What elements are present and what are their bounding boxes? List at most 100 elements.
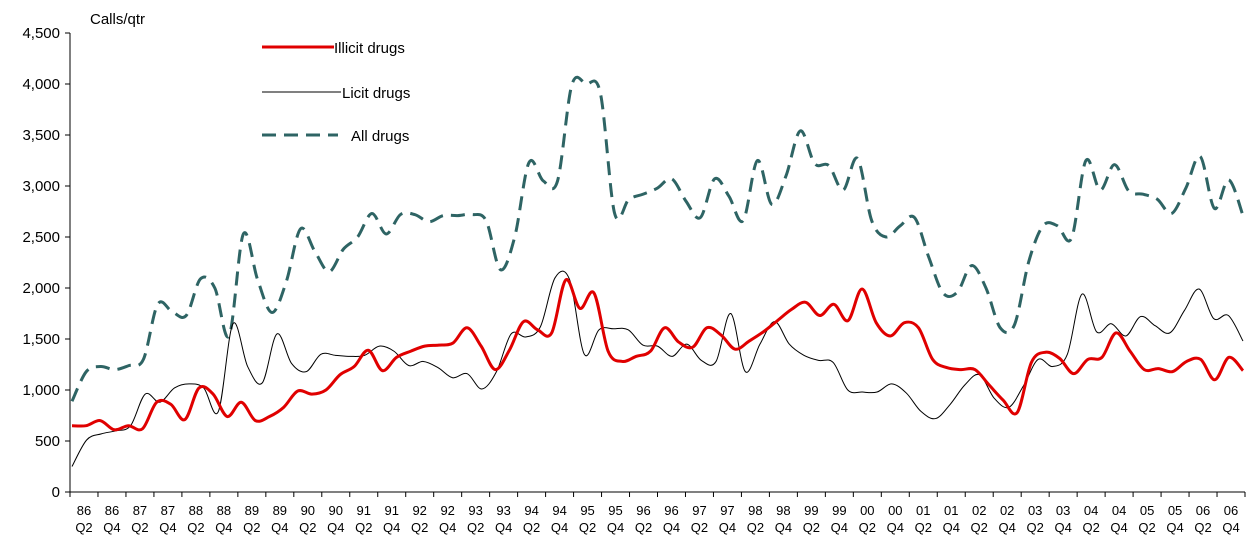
y-tick-label: 2,000 [22,280,60,297]
x-tick-label-quarter: Q2 [579,520,596,535]
x-tick-label-year: 05 [1168,503,1182,518]
x-tick-label-quarter: Q4 [1166,520,1183,535]
x-tick-label-quarter: Q2 [1138,520,1155,535]
x-tick-label-quarter: Q2 [747,520,764,535]
x-tick-label-quarter: Q2 [971,520,988,535]
x-tick-label-year: 90 [329,503,343,518]
x-tick-label-year: 06 [1224,503,1238,518]
x-tick-label-quarter: Q2 [299,520,316,535]
x-axis: 86 Q2 86 Q4 87 Q2 87 Q4 88 Q2 88 Q4 89 Q2 89 Q4 90 Q2 90 Q4… [69,491,1246,535]
x-tick-label-quarter: Q2 [859,520,876,535]
x-tick-label-year: 86 [105,503,119,518]
x-tick-label-year: 03 [1028,503,1042,518]
x-tick-label-year: 94 [524,503,538,518]
legend-label-licit: Licit drugs [342,85,410,102]
x-tick-label-year: 92 [440,503,454,518]
x-tick-label-quarter: Q2 [355,520,372,535]
x-tick-label-quarter: Q4 [999,520,1016,535]
series-all-line [70,75,1245,402]
x-tick-label-quarter: Q2 [75,520,92,535]
x-tick-label-year: 88 [189,503,203,518]
x-tick-label-year: 00 [888,503,902,518]
x-tick-label-quarter: Q4 [775,520,792,535]
x-tick-label-quarter: Q4 [159,520,176,535]
x-tick-label-quarter: Q4 [327,520,344,535]
legend-label-illicit: Illicit drugs [334,40,405,57]
x-tick-label-quarter: Q2 [635,520,652,535]
x-tick-label-year: 06 [1196,503,1210,518]
x-tick-label-quarter: Q2 [523,520,540,535]
x-tick-label-year: 91 [384,503,398,518]
x-tick-label-year: 96 [664,503,678,518]
x-tick-label-year: 95 [608,503,622,518]
y-tick-label: 2,500 [22,229,60,246]
x-tick-label-year: 89 [245,503,259,518]
series-licit-line [71,270,1244,467]
y-tick-label: 4,500 [22,25,60,42]
x-tick-label-year: 86 [77,503,91,518]
x-tick-label-year: 87 [161,503,175,518]
x-tick-label-year: 97 [692,503,706,518]
x-tick-label-year: 99 [804,503,818,518]
legend-label-all: All drugs [351,128,409,145]
x-tick-label-year: 93 [496,503,510,518]
x-tick-label-year: 02 [1000,503,1014,518]
x-tick-label-quarter: Q2 [1194,520,1211,535]
x-tick-label-year: 03 [1056,503,1070,518]
x-tick-label-year: 00 [860,503,874,518]
x-tick-label-year: 98 [776,503,790,518]
x-tick-label-quarter: Q2 [691,520,708,535]
y-tick-label: 500 [35,433,60,450]
x-tick-label-quarter: Q4 [887,520,904,535]
x-tick-label-quarter: Q4 [719,520,736,535]
x-tick-label-year: 04 [1112,503,1126,518]
x-tick-label-quarter: Q2 [187,520,204,535]
x-tick-label-quarter: Q2 [803,520,820,535]
x-tick-label-year: 99 [832,503,846,518]
x-tick-label-quarter: Q2 [1027,520,1044,535]
y-tick-label: 4,000 [22,76,60,93]
x-tick-label-quarter: Q2 [131,520,148,535]
x-tick-label-quarter: Q4 [1054,520,1071,535]
legend-item-licit: Licit drugs [262,85,410,102]
legend-item-all: All drugs [262,128,409,145]
x-tick-label-year: 95 [580,503,594,518]
x-tick-label-year: 91 [357,503,371,518]
x-tick-label-year: 05 [1140,503,1154,518]
x-tick-label-year: 89 [273,503,287,518]
x-tick-label-year: 01 [944,503,958,518]
x-tick-label-quarter: Q4 [495,520,512,535]
x-tick-label-quarter: Q2 [1082,520,1099,535]
x-tick-label-quarter: Q4 [383,520,400,535]
x-tick-label-quarter: Q4 [607,520,624,535]
y-axis-label: Calls/qtr [90,11,145,28]
x-tick-label-year: 94 [552,503,566,518]
y-tick-label: 3,500 [22,127,60,144]
x-tick-label-year: 04 [1084,503,1098,518]
legend-item-illicit: Illicit drugs [262,40,405,57]
y-tick-label: 1,000 [22,382,60,399]
series-layer [70,75,1245,467]
x-tick-label-year: 90 [301,503,315,518]
x-tick-label-quarter: Q4 [943,520,960,535]
y-axis: 0 500 1,000 1,500 2,000 2,500 3,000 3,500 4,000 4… [22,25,71,501]
x-tick-label-year: 97 [720,503,734,518]
x-tick-label-quarter: Q2 [243,520,260,535]
x-tick-label-year: 96 [636,503,650,518]
x-tick-label-quarter: Q4 [551,520,568,535]
y-tick-label: 0 [52,484,60,501]
x-tick-label-year: 98 [748,503,762,518]
x-tick-label-quarter: Q2 [467,520,484,535]
x-tick-label-quarter: Q4 [271,520,288,535]
x-tick-label-year: 02 [972,503,986,518]
x-tick-label-quarter: Q4 [1222,520,1239,535]
x-tick-label-quarter: Q2 [411,520,428,535]
x-tick-label-year: 93 [468,503,482,518]
x-tick-label-quarter: Q4 [215,520,232,535]
x-tick-label-quarter: Q4 [103,520,120,535]
x-tick-label-quarter: Q4 [831,520,848,535]
x-tick-label-year: 88 [217,503,231,518]
x-tick-label-year: 87 [133,503,147,518]
x-tick-label-quarter: Q4 [1110,520,1127,535]
